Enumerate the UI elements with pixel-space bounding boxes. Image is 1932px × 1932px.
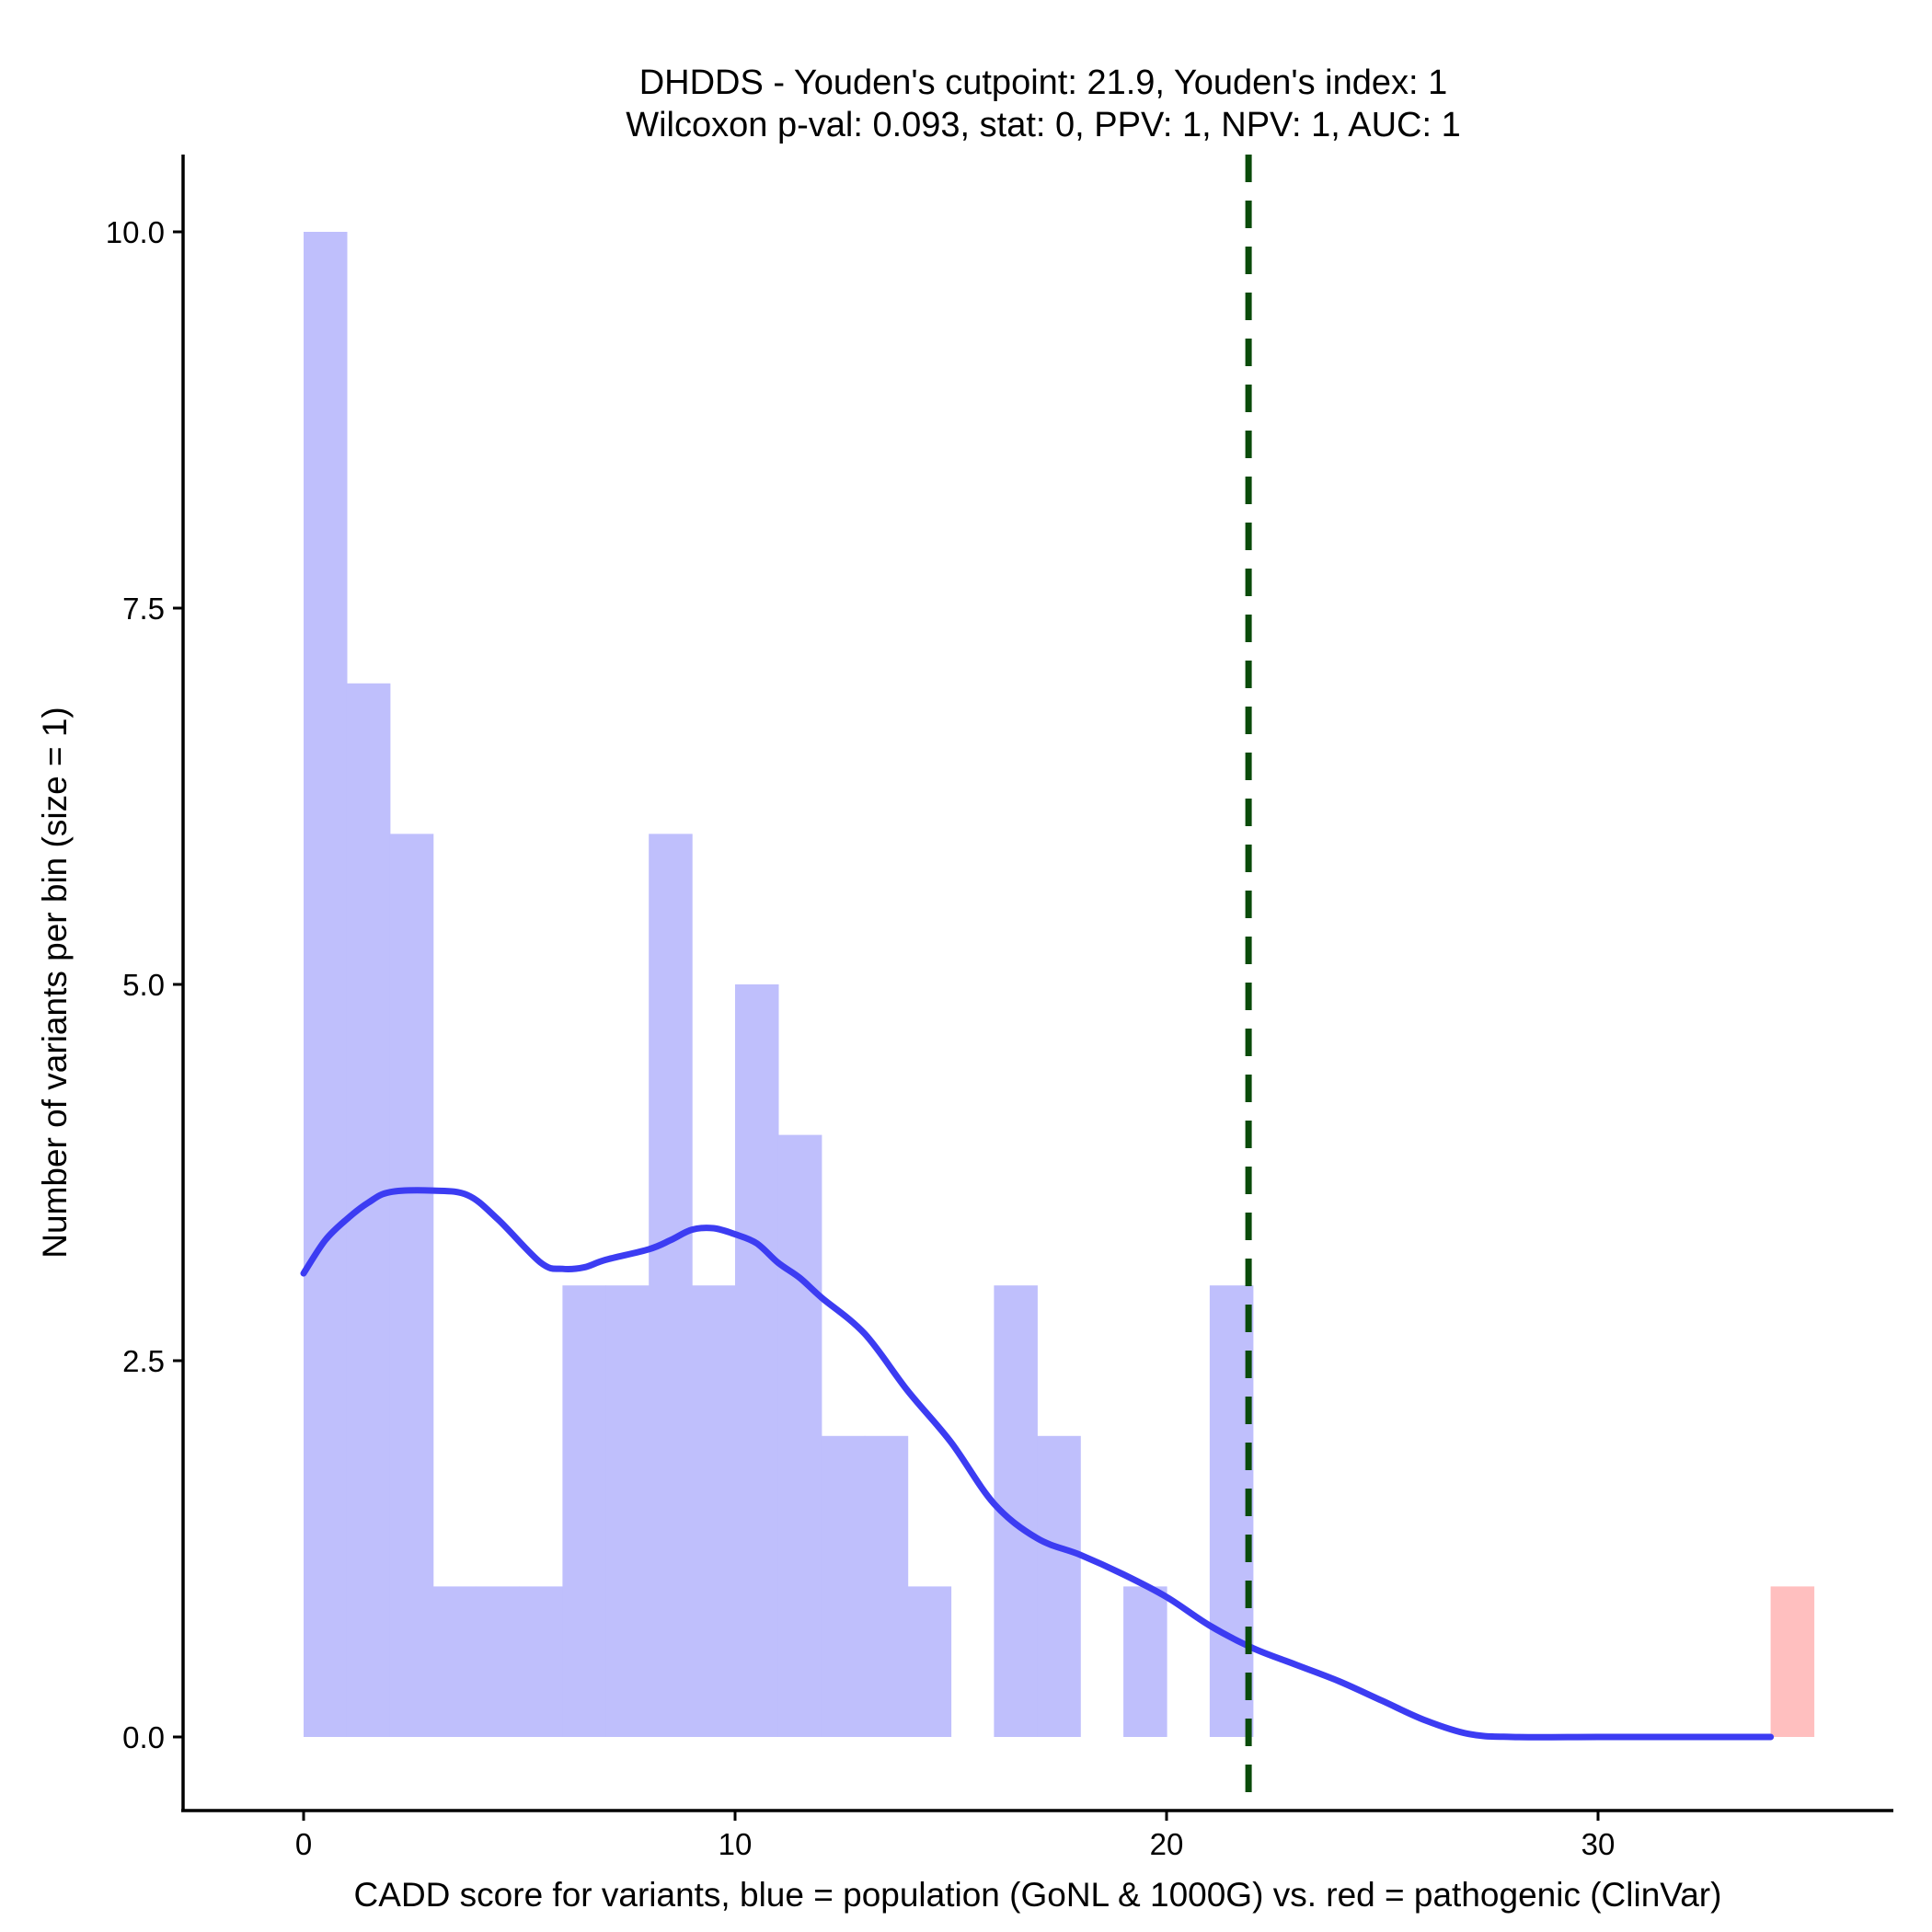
y-tick-label-0: 0.0 xyxy=(122,1720,165,1754)
x-tick-label-20: 20 xyxy=(1150,1827,1184,1861)
x-tick-label-30: 30 xyxy=(1581,1827,1616,1861)
population-bar-12 xyxy=(821,1435,866,1737)
density-curve xyxy=(300,1187,1775,1741)
population-bar-7 xyxy=(605,1285,650,1737)
y-axis-title: Number of variants per bin (size = 1) xyxy=(36,707,74,1258)
y-tick-label-7.5: 7.5 xyxy=(122,592,165,626)
histogram-bars xyxy=(304,232,1815,1737)
population-bar-13 xyxy=(864,1435,909,1737)
population-bar-14 xyxy=(907,1586,952,1737)
title-line-1: DHDDS - Youden's cutpoint: 21.9, Youden'… xyxy=(639,63,1448,102)
x-ticks: 0 10 20 30 xyxy=(295,1811,1616,1861)
population-bar-6 xyxy=(562,1285,606,1737)
population-bar-17 xyxy=(1037,1435,1081,1737)
population-bar-2 xyxy=(389,834,434,1737)
population-bar-4 xyxy=(476,1586,521,1737)
population-bar-8 xyxy=(649,834,693,1737)
population-bar-5 xyxy=(519,1586,563,1737)
population-bar-11 xyxy=(777,1134,822,1737)
y-ticks: 0.0 2.5 5.0 7.5 10.0 xyxy=(106,215,183,1754)
y-tick-label-2.5: 2.5 xyxy=(122,1344,165,1378)
chart-title: DHDDS - Youden's cutpoint: 21.9, Youden'… xyxy=(626,63,1460,144)
population-bar-19 xyxy=(1123,1586,1167,1737)
population-bar-3 xyxy=(432,1586,477,1737)
axes xyxy=(181,155,1893,1812)
x-axis-title: CADD score for variants, blue = populati… xyxy=(354,1876,1722,1914)
population-bar-0 xyxy=(304,232,348,1737)
title-line-2: Wilcoxon p-val: 0.093, stat: 0, PPV: 1, … xyxy=(626,106,1460,144)
density-curve-group xyxy=(300,1187,1775,1741)
y-tick-label-10: 10.0 xyxy=(106,215,165,249)
x-tick-label-10: 10 xyxy=(719,1827,753,1861)
y-tick-label-5: 5.0 xyxy=(122,968,165,1002)
population-bar-10 xyxy=(735,984,779,1737)
x-tick-label-0: 0 xyxy=(295,1827,312,1861)
pathogenic-bar-34 xyxy=(1770,1586,1815,1737)
population-bar-9 xyxy=(692,1285,736,1737)
